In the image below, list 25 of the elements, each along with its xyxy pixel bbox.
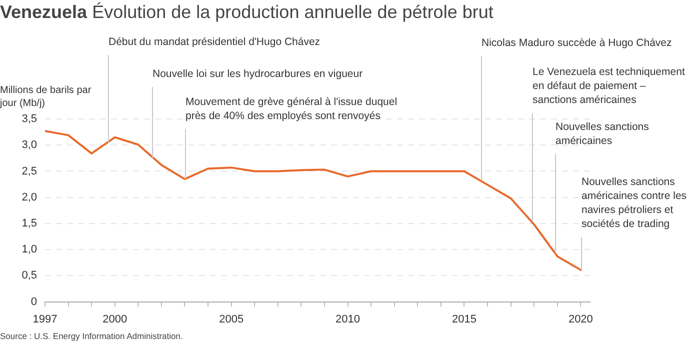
annotation: Nouvelle loi sur les hydrocarbures en vigueur	[152, 68, 364, 80]
y-tick-label: 1,5	[22, 217, 37, 230]
x-tick-label: 2000	[102, 313, 128, 326]
y-tick-label: 2,0	[22, 191, 37, 204]
y-tick-label: 1,0	[22, 244, 37, 256]
annotation: Nouvelles sanctions américaines	[556, 121, 649, 148]
chart-subtitle: Évolution de la production annuelle de pétrole brut	[92, 2, 494, 22]
annotation: Nouvelles sanctions américaines contre les navires pétroliers et sociétés de trading	[582, 176, 687, 230]
y-tick-label: 3,0	[22, 139, 37, 152]
y-tick-label: 0,5	[22, 270, 37, 282]
x-tick-label: 2015	[452, 313, 476, 326]
x-tick-label: 2005	[219, 313, 244, 326]
annotation: Début du mandat présidentiel d'Hugo Chávez	[108, 36, 320, 48]
x-tick-label: 2020	[568, 313, 593, 326]
annotation: Nicolas Maduro succède à Hugo Chávez	[482, 37, 672, 50]
y-tick-label: 2,5	[22, 165, 37, 178]
x-tick-label: 2010	[336, 313, 360, 326]
x-tick-label: 1997	[32, 313, 58, 326]
y-tick-label: 3,5	[22, 113, 37, 126]
annotation: Mouvement de grève général à l'issue duquel près de 40% des employés sont renvoyés	[186, 96, 398, 122]
y-tick-label: 0	[30, 296, 37, 308]
source-note: Source : U.S. Energy Information Administration.	[0, 331, 183, 341]
y-axis-title: Millions de barils par jour (Mb/j)	[0, 84, 92, 110]
annotation: Le Venezuela est techniquement en défaut de paiement – sanctions américaines	[532, 66, 685, 106]
chart-title: Venezuela	[0, 2, 88, 22]
